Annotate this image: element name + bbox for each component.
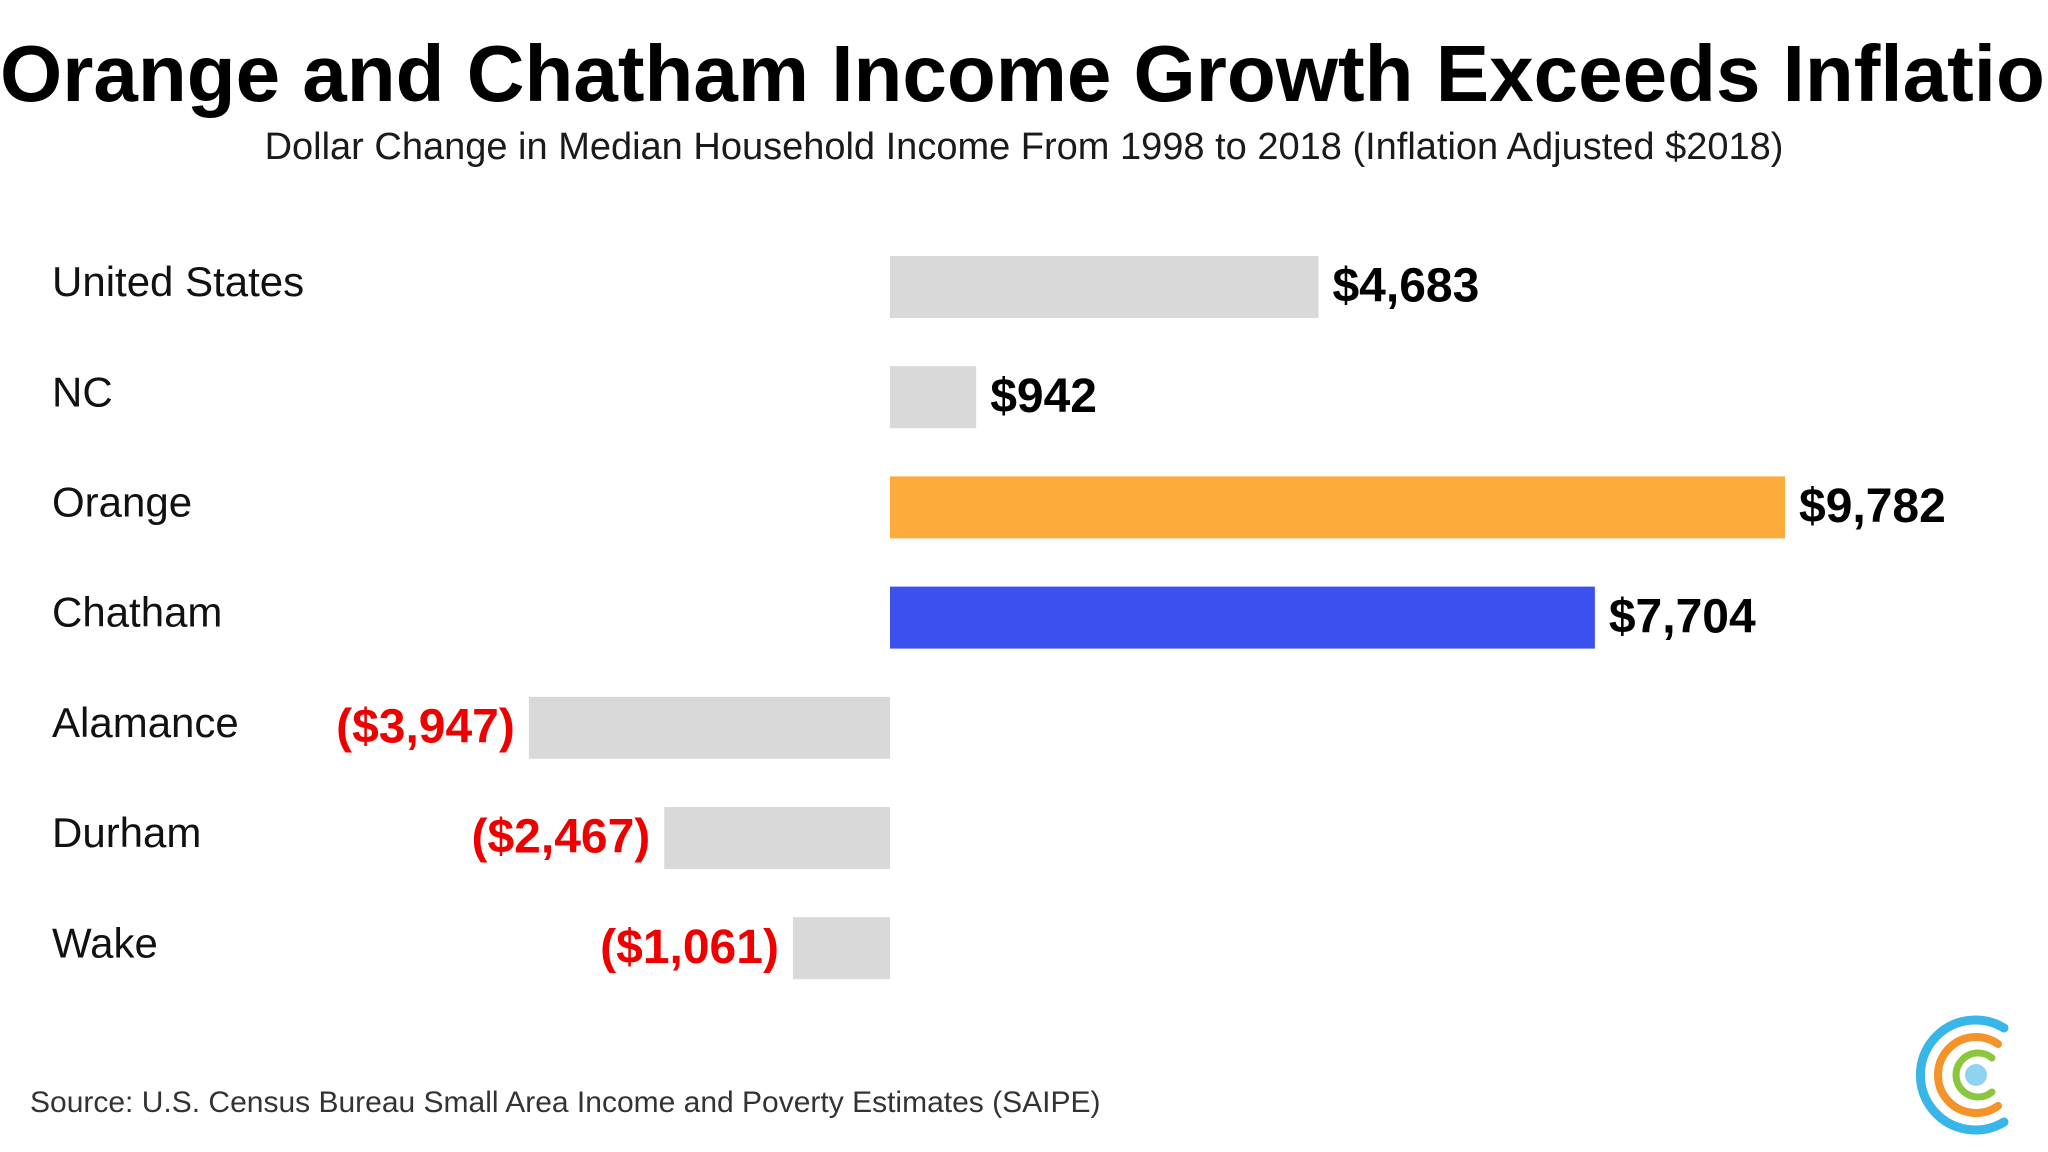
- category-label: Alamance: [52, 699, 239, 746]
- bar: [664, 807, 890, 869]
- category-label: Orange: [52, 478, 192, 525]
- value-label: $7,704: [1609, 590, 1756, 643]
- organization-logo-icon: [1915, 1015, 2009, 1135]
- bar: [792, 917, 890, 980]
- bar: [890, 366, 977, 429]
- value-label: $942: [990, 370, 1097, 423]
- source-note: Source: U.S. Census Bureau Small Area In…: [30, 1086, 1101, 1119]
- category-label: Wake: [52, 919, 158, 966]
- chart-subtitle: Dollar Change in Median Household Income…: [264, 126, 1784, 168]
- bar: [528, 696, 890, 759]
- category-label: NC: [52, 368, 113, 415]
- bar: [890, 256, 1319, 318]
- category-label: Chatham: [52, 589, 222, 636]
- category-label: Durham: [52, 809, 201, 856]
- value-label: $4,683: [1332, 260, 1479, 313]
- bar: [890, 476, 1785, 539]
- chart-title: Orange and Chatham Income Growth Exceeds…: [0, 29, 2048, 118]
- category-label: United States: [52, 258, 304, 305]
- value-label: ($1,061): [600, 921, 779, 974]
- value-label: $9,782: [1799, 480, 1946, 533]
- value-label: ($2,467): [472, 811, 651, 864]
- bar: [890, 586, 1595, 649]
- value-label: ($3,947): [336, 700, 515, 753]
